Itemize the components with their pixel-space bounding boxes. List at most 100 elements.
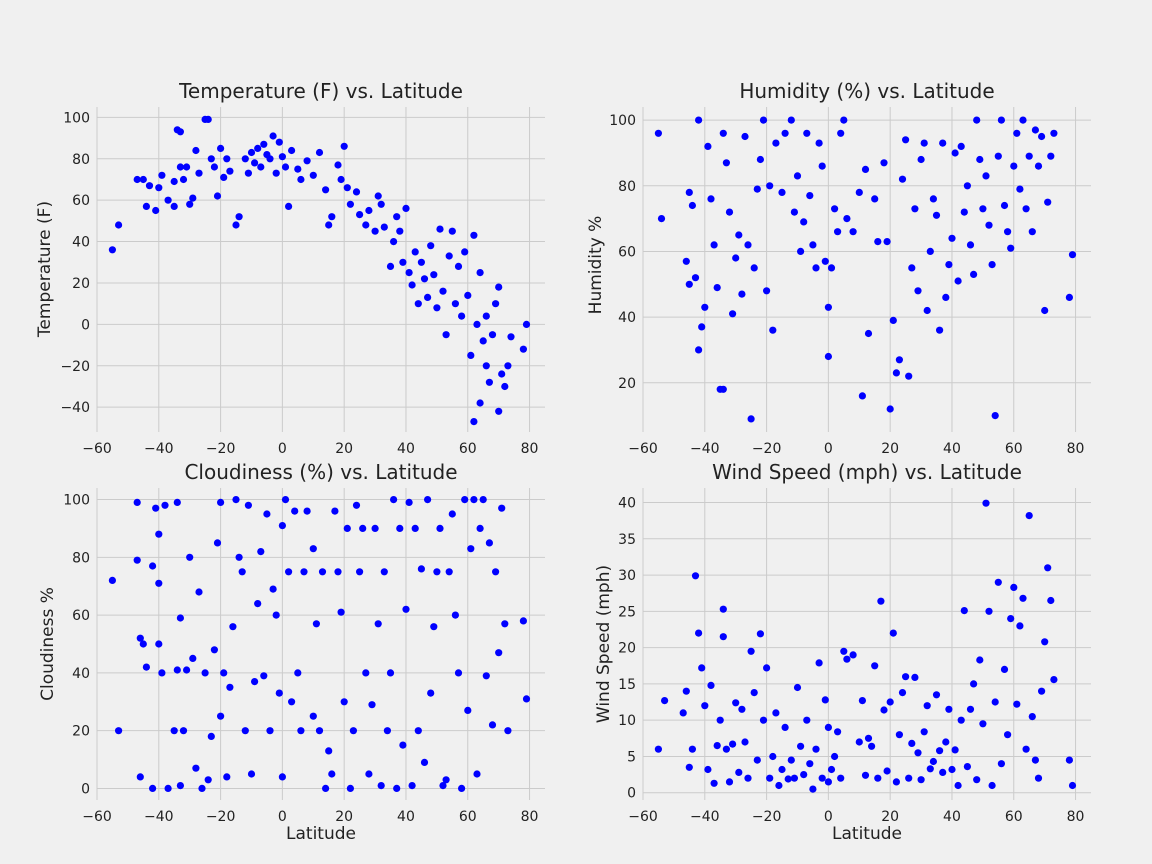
scatter-point bbox=[747, 647, 755, 655]
scatter-point bbox=[461, 248, 469, 256]
scatter-point bbox=[368, 701, 376, 709]
scatter-point bbox=[501, 620, 509, 628]
scatter-point bbox=[994, 578, 1002, 586]
y-tick-label: 100 bbox=[63, 493, 90, 509]
scatter-point bbox=[880, 706, 888, 714]
scatter-point bbox=[232, 221, 240, 229]
scatter-points bbox=[654, 499, 1077, 793]
scatter-point bbox=[142, 663, 150, 671]
scatter-point bbox=[902, 136, 910, 144]
y-tick-label: 100 bbox=[63, 110, 90, 126]
scatter-point bbox=[695, 116, 703, 124]
scatter-point bbox=[719, 605, 727, 613]
scatter-point bbox=[787, 756, 795, 764]
scatter-point bbox=[155, 640, 163, 648]
scatter-point bbox=[827, 765, 836, 774]
scatter-point bbox=[170, 727, 178, 735]
x-tick-label: 20 bbox=[881, 809, 899, 825]
scatter-point bbox=[824, 723, 833, 732]
scatter-point bbox=[454, 669, 463, 677]
scatter-point bbox=[217, 144, 225, 152]
scatter-point bbox=[322, 784, 330, 793]
scatter-point bbox=[439, 287, 447, 295]
scatter-point bbox=[269, 132, 277, 140]
scatter-point bbox=[1016, 622, 1024, 630]
scatter-point bbox=[750, 689, 758, 697]
scatter-point bbox=[436, 225, 444, 233]
scatter-point bbox=[781, 129, 789, 137]
scatter-point bbox=[1031, 756, 1039, 764]
scatter-point bbox=[766, 774, 774, 782]
scatter-point bbox=[827, 264, 836, 272]
scatter-point bbox=[186, 553, 194, 561]
scatter-point bbox=[414, 300, 422, 308]
scatter-point bbox=[504, 362, 512, 370]
y-tick-label: 10 bbox=[618, 713, 636, 729]
scatter-point bbox=[176, 614, 184, 622]
scatter-point bbox=[439, 782, 447, 790]
scatter-point bbox=[473, 770, 481, 778]
scatter-point bbox=[843, 655, 851, 663]
scatter-point bbox=[1004, 228, 1012, 236]
scatter-point bbox=[902, 673, 910, 681]
scatter-point bbox=[155, 184, 163, 192]
chart-cloudiness: −60 −40 −20 0 20 40 60 80 0 20 40 60 80 100 Cloudines… bbox=[38, 460, 545, 844]
scatter-point bbox=[260, 672, 268, 680]
scatter-point bbox=[115, 727, 123, 735]
scatter-point bbox=[501, 382, 509, 391]
scatter-point bbox=[451, 611, 459, 619]
scatter-point bbox=[158, 669, 166, 677]
scatter-point bbox=[473, 320, 481, 328]
scatter-point bbox=[272, 169, 280, 177]
scatter-point bbox=[136, 773, 144, 781]
scatter-point bbox=[966, 705, 975, 713]
scatter-point bbox=[1038, 132, 1046, 141]
scatter-point bbox=[966, 241, 975, 249]
scatter-point bbox=[278, 153, 286, 161]
scatter-point bbox=[210, 646, 218, 654]
y-axis-label: Temperature (F) bbox=[35, 201, 55, 338]
scatter-point bbox=[818, 162, 826, 170]
scatter-point bbox=[217, 712, 225, 720]
scatter-point bbox=[411, 524, 419, 533]
scatter-point bbox=[294, 669, 302, 677]
scatter-point bbox=[898, 689, 907, 697]
scatter-point bbox=[936, 326, 944, 334]
scatter-point bbox=[408, 281, 416, 289]
scatter-point bbox=[260, 140, 268, 148]
scatter-point bbox=[195, 169, 203, 177]
x-tick-label: 20 bbox=[335, 441, 353, 457]
scatter-point bbox=[905, 774, 913, 782]
y-tick-label: 20 bbox=[72, 724, 90, 740]
scatter-point bbox=[458, 312, 466, 320]
x-tick-label: −40 bbox=[690, 809, 720, 825]
y-tick-label: 100 bbox=[609, 113, 636, 129]
scatter-point bbox=[254, 600, 262, 608]
scatter-point bbox=[257, 163, 265, 171]
x-tick-label: 60 bbox=[459, 441, 477, 457]
x-tick-label: 60 bbox=[1005, 441, 1023, 457]
scatter-point bbox=[923, 306, 931, 315]
scatter-point bbox=[189, 654, 197, 663]
scatter-point bbox=[337, 175, 345, 184]
scatter-point bbox=[445, 252, 453, 260]
scatter-point bbox=[654, 129, 663, 137]
scatter-point bbox=[377, 200, 385, 208]
scatter-point bbox=[362, 669, 370, 677]
scatter-point bbox=[704, 142, 712, 150]
x-tick-label: 80 bbox=[521, 809, 539, 825]
x-tick-label: 20 bbox=[881, 441, 899, 457]
scatter-point bbox=[380, 568, 388, 576]
x-tick-label: −20 bbox=[206, 809, 236, 825]
scatter-point bbox=[963, 763, 972, 771]
x-tick-label: 80 bbox=[1067, 441, 1085, 457]
scatter-point bbox=[793, 172, 802, 180]
scatter-point bbox=[405, 269, 413, 277]
scatter-point bbox=[756, 630, 765, 638]
y-tick-label: 40 bbox=[72, 666, 90, 682]
scatter-point bbox=[1041, 306, 1049, 315]
scatter-point bbox=[309, 545, 317, 553]
scatter-point bbox=[855, 188, 863, 196]
scatter-point bbox=[682, 257, 690, 265]
scatter-point bbox=[322, 186, 330, 194]
